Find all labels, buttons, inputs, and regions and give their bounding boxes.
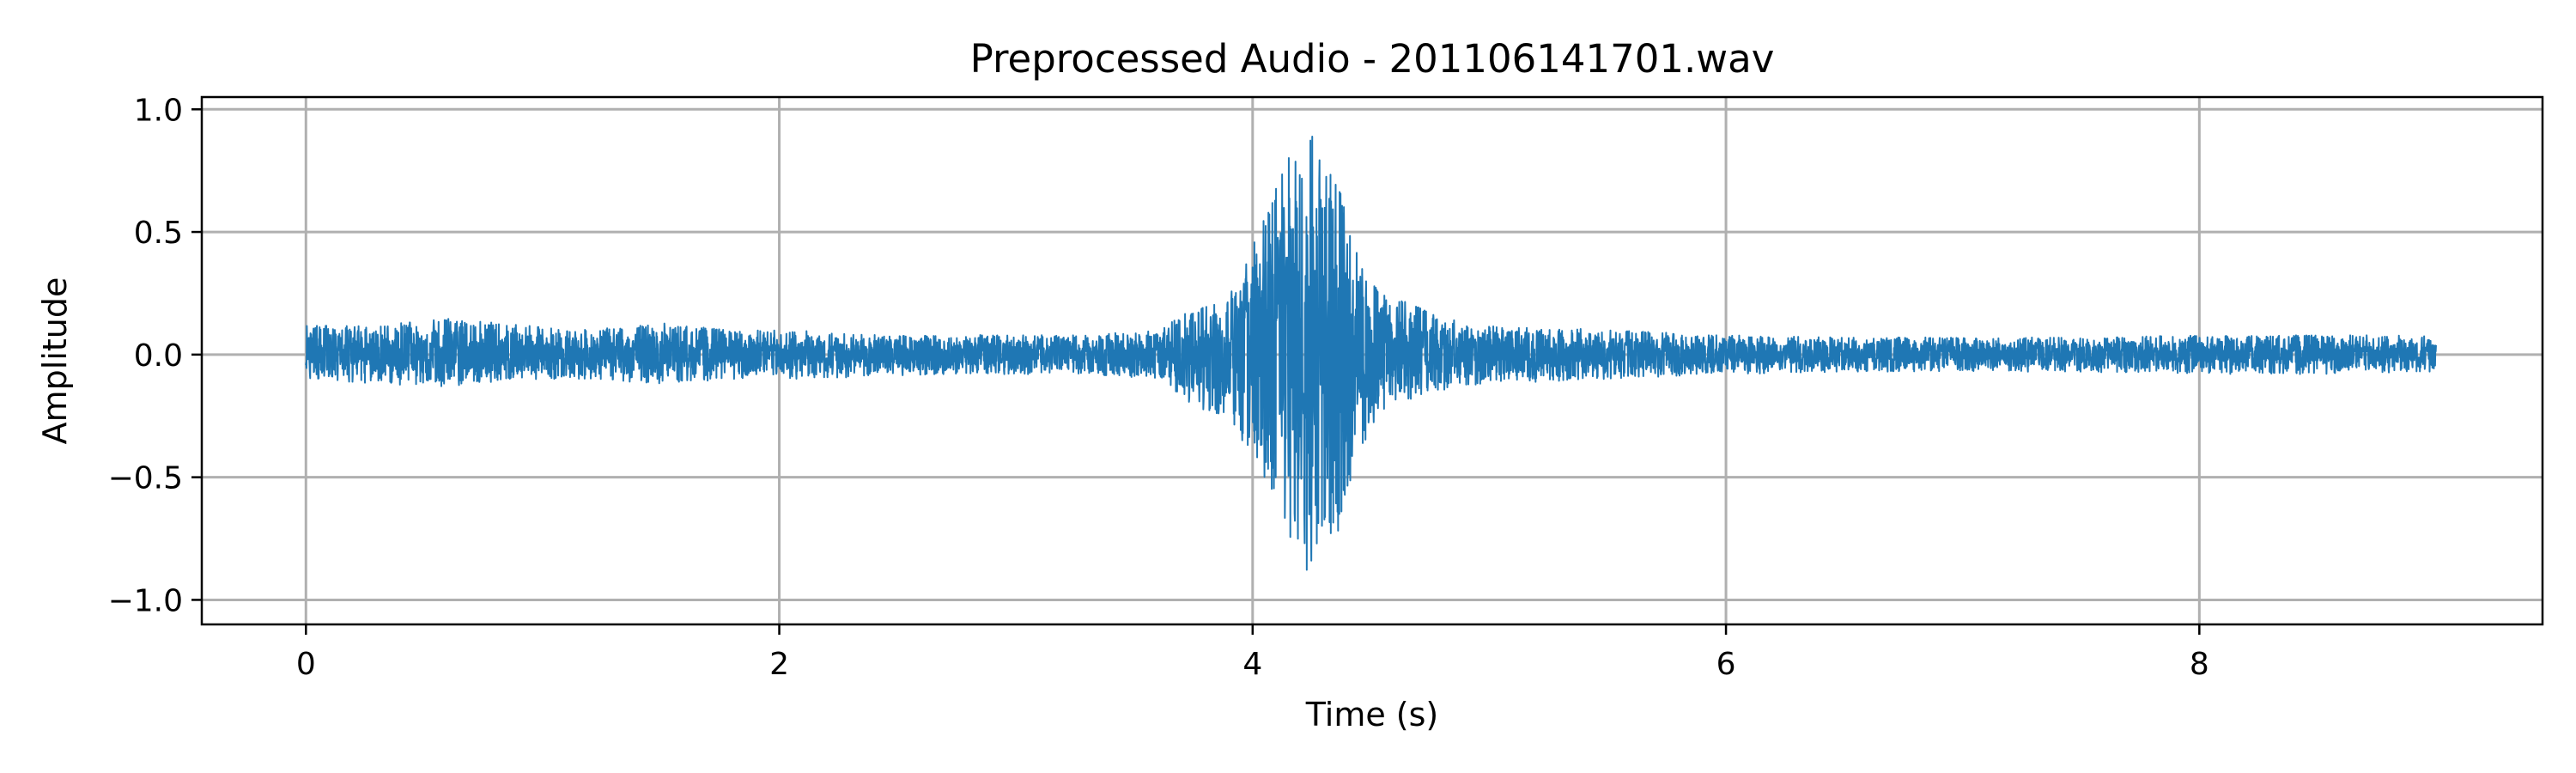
x-axis: 0 2 4 6 8 — [296, 624, 2209, 682]
x-tick-label: 6 — [1716, 647, 1736, 682]
y-axis-label: Amplitude — [36, 277, 74, 445]
x-tick-label: 4 — [1242, 647, 1262, 682]
y-axis: 1.0 0.5 0.0 −0.5 −1.0 — [108, 93, 202, 618]
x-tick-label: 0 — [296, 647, 316, 682]
x-tick-label: 2 — [769, 647, 789, 682]
y-tick-label: 0.0 — [134, 338, 183, 374]
x-axis-label: Time (s) — [1305, 696, 1439, 733]
y-tick-label: −1.0 — [108, 583, 183, 618]
waveform-layer — [305, 136, 2437, 571]
y-tick-label: 0.5 — [134, 216, 183, 251]
plot-frame — [200, 95, 2544, 626]
y-tick-label: 1.0 — [134, 93, 183, 128]
waveform-series-line — [305, 136, 2437, 571]
y-tick-label: −0.5 — [108, 461, 183, 496]
x-tick-label: 8 — [2190, 647, 2209, 682]
chart-title: Preprocessed Audio - 201106141701.wav — [970, 36, 1775, 82]
